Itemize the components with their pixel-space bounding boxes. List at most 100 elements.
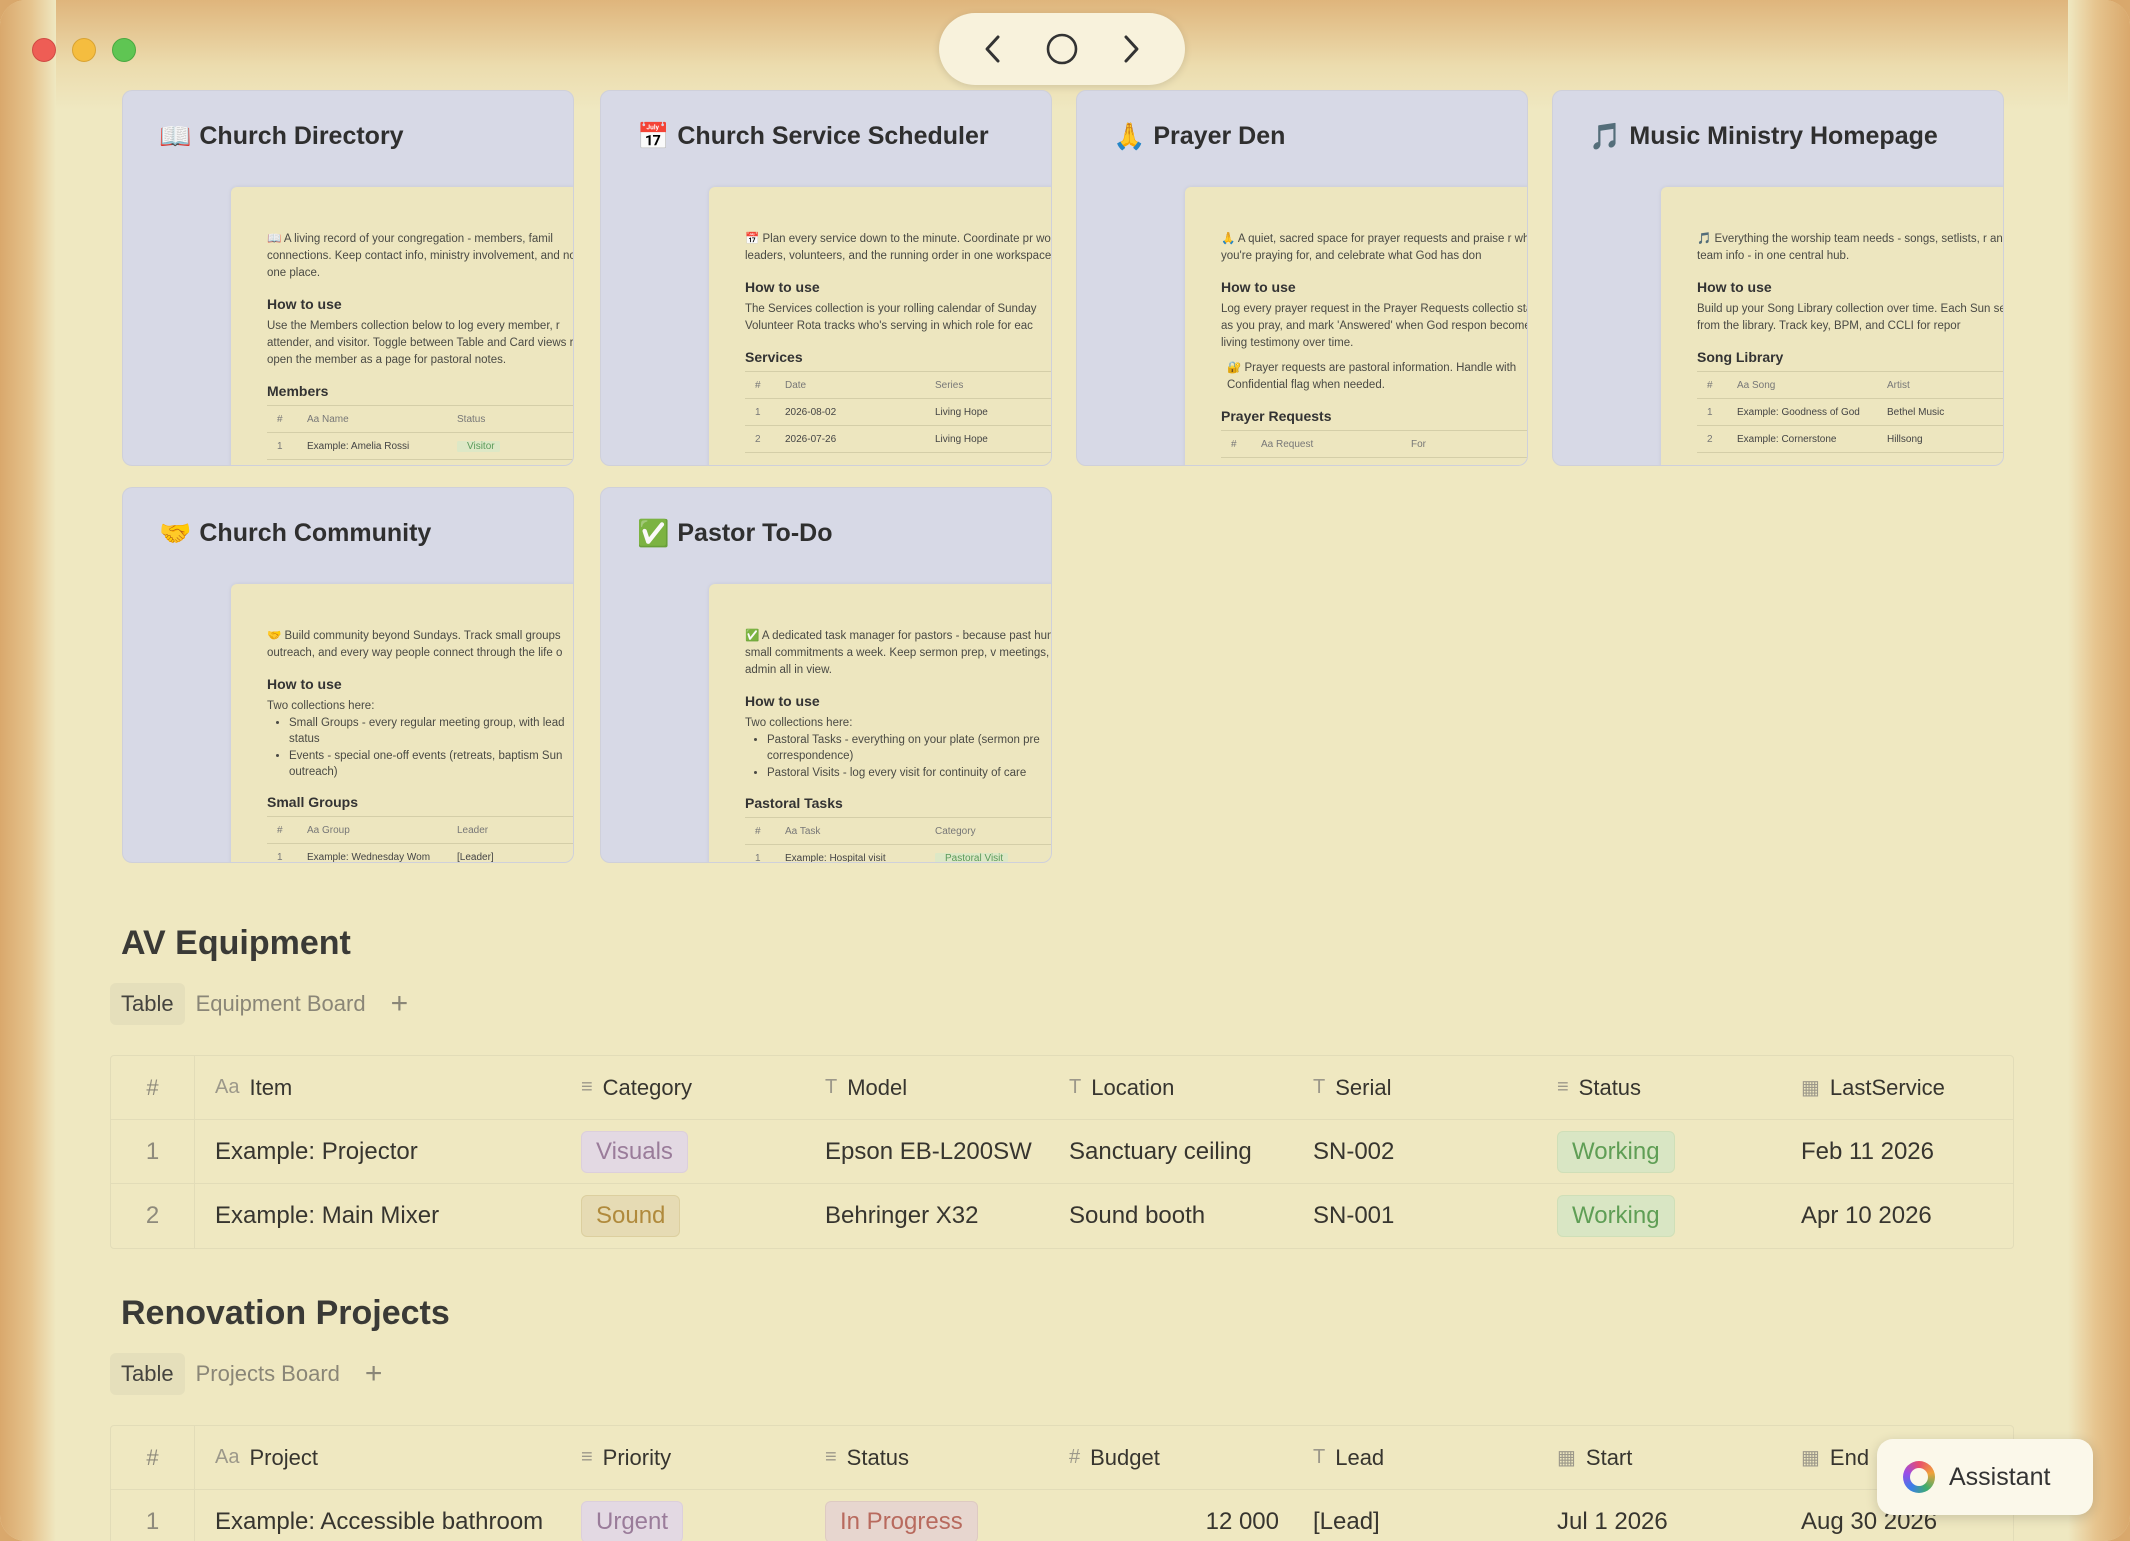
cell-priority[interactable]: Urgent [561, 1490, 805, 1541]
cell-status[interactable]: Working [1537, 1184, 1781, 1248]
column-header-location[interactable]: T Location [1049, 1056, 1293, 1119]
column-header-priority[interactable]: ≡ Priority [561, 1426, 805, 1489]
tab-equipment-board[interactable]: Equipment Board [195, 991, 366, 1016]
add-view-button[interactable]: + [364, 1357, 383, 1390]
preview-cell: 2 [1707, 433, 1713, 445]
assistant-button[interactable]: Assistant [1877, 1439, 2093, 1515]
preview-table-row: 2 2026-07-26 Living Hope [745, 426, 1051, 453]
column-label: Lead [1335, 1444, 1385, 1470]
cell-category[interactable]: Sound [561, 1184, 805, 1248]
cell-location[interactable]: Sanctuary ceiling [1069, 1137, 1252, 1165]
preview-cell: 1 [277, 440, 283, 452]
column-header-number[interactable]: # [111, 1056, 195, 1119]
preview-list-item: Small Groups - every regular meeting gro… [289, 715, 573, 747]
preview-text: The Services collection is your rolling … [745, 303, 1037, 332]
card-church-directory[interactable]: 📖 Church Directory 📖 A living record of … [122, 90, 574, 466]
column-header-project[interactable]: Aa Project [195, 1426, 561, 1489]
preview-col: Aa Request [1261, 438, 1314, 450]
column-header-end[interactable]: ▦ End [1781, 1426, 2013, 1489]
cell-model[interactable]: Epson EB-L200SW [825, 1137, 1032, 1165]
select-icon: ≡ [581, 1446, 593, 1468]
preview-cell: 1 [277, 851, 283, 863]
window-left-edge [0, 0, 56, 1541]
column-header-number[interactable]: # [111, 1426, 195, 1489]
section-title-av-equipment: AV Equipment [121, 924, 351, 962]
column-header-item[interactable]: Aa Item [195, 1056, 561, 1119]
card-pastor-to-do[interactable]: ✅ Pastor To-Do ✅ A dedicated task manage… [600, 487, 1052, 863]
column-header-lead[interactable]: T Lead [1293, 1426, 1537, 1489]
column-header-status[interactable]: ≡ Status [805, 1426, 1049, 1489]
preview-intro: 🙏 A quiet, sacred space for prayer reque… [1221, 233, 1528, 262]
tab-projects-board[interactable]: Projects Board [195, 1361, 340, 1386]
cell-location[interactable]: Sound booth [1069, 1202, 1206, 1229]
cell-item[interactable]: Example: Projector [215, 1137, 418, 1165]
tab-table[interactable]: Table [110, 1353, 185, 1395]
preview-heading: How to use [1221, 279, 1296, 295]
status-tag: Working [1557, 1195, 1675, 1237]
cell-budget[interactable]: 12 000 [1205, 1508, 1279, 1535]
preview-heading: How to use [267, 296, 342, 312]
cell-start[interactable]: Jul 1 2026 [1557, 1508, 1668, 1535]
column-header-status[interactable]: ≡ Status [1537, 1056, 1781, 1119]
preview-col: Aa Song [1737, 379, 1776, 391]
card-prayer-den[interactable]: 🙏 Prayer Den 🙏 A quiet, sacred space for… [1076, 90, 1528, 466]
card-church-community[interactable]: 🤝 Church Community 🤝 Build community bey… [122, 487, 574, 863]
cell-project[interactable]: Example: Accessible bathroom [215, 1508, 544, 1535]
card-title: 📅 Church Service Scheduler [637, 121, 989, 152]
card-preview: 🙏 A quiet, sacred space for prayer reque… [1185, 187, 1528, 465]
cell-lead[interactable]: [Lead] [1313, 1508, 1380, 1535]
add-view-button[interactable]: + [390, 987, 409, 1020]
close-window-button[interactable] [32, 38, 56, 62]
table-row[interactable]: 1 Example: Projector Visuals Epson EB-L2… [111, 1120, 2013, 1184]
row-number: 1 [111, 1120, 195, 1183]
calendar-icon: ▦ [1557, 1447, 1576, 1469]
card-church-service-scheduler[interactable]: 📅 Church Service Scheduler 📅 Plan every … [600, 90, 1052, 466]
column-header-model[interactable]: T Model [805, 1056, 1049, 1119]
cell-last-service[interactable]: Apr 10 2026 [1801, 1202, 1932, 1229]
preview-table-row: 1 Example: Goodness of God Bethel Music [1697, 399, 2003, 426]
music-note-icon: 🎵 [1589, 121, 1622, 151]
column-header-last-service[interactable]: ▦ LastService [1781, 1056, 2013, 1119]
minimize-window-button[interactable] [72, 38, 96, 62]
cell-item[interactable]: Example: Main Mixer [215, 1202, 440, 1229]
preview-table: # Aa Name Status 1 Example: Amelia Rossi… [267, 405, 573, 460]
column-label: Budget [1090, 1444, 1160, 1470]
cell-serial[interactable]: SN-001 [1313, 1202, 1395, 1229]
preview-list-item: Events - special one-off events (retreat… [289, 748, 573, 780]
card-title-text: Church Community [199, 519, 432, 547]
preview-col: Date [785, 379, 807, 391]
cell-model[interactable]: Behringer X32 [825, 1202, 979, 1229]
card-music-ministry-homepage[interactable]: 🎵 Music Ministry Homepage 🎵 Everything t… [1552, 90, 2004, 466]
column-header-category[interactable]: ≡ Category [561, 1056, 805, 1119]
cell-last-service[interactable]: Feb 11 2026 [1801, 1137, 1934, 1165]
preview-section-heading: Members [267, 383, 329, 399]
preview-status-tag: Visitor [457, 440, 500, 452]
preview-section-heading: Services [745, 349, 803, 365]
preview-intro: 📅 Plan every service down to the minute.… [745, 233, 1052, 262]
table-row[interactable]: 1 Example: Accessible bathroom Urgent In… [111, 1490, 2013, 1541]
status-tag: In Progress [825, 1501, 978, 1541]
preview-section-heading: Pastoral Tasks [745, 795, 843, 811]
preview-col: For [1411, 438, 1426, 450]
column-header-serial[interactable]: T Serial [1293, 1056, 1537, 1119]
card-title-text: Church Service Scheduler [677, 122, 989, 150]
tab-table[interactable]: Table [110, 983, 185, 1025]
cell-status[interactable]: Working [1537, 1120, 1781, 1183]
preview-section-heading: Small Groups [267, 794, 359, 810]
cell-serial[interactable]: SN-002 [1313, 1137, 1395, 1165]
window-right-edge [2068, 0, 2130, 1541]
forward-button[interactable] [1106, 24, 1156, 74]
preview-table-row: 1 2026-08-02 Living Hope [745, 399, 1051, 426]
maximize-window-button[interactable] [112, 38, 136, 62]
preview-cell: 2 [755, 433, 761, 445]
column-header-start[interactable]: ▦ Start [1537, 1426, 1781, 1489]
cell-status[interactable]: In Progress [805, 1490, 1049, 1541]
preview-table-row: 1 Example: Hospital visit Pastoral Visit [745, 845, 1051, 862]
cell-category[interactable]: Visuals [561, 1120, 805, 1183]
preview-list: Pastoral Tasks - everything on your plat… [745, 732, 1051, 781]
table-row[interactable]: 2 Example: Main Mixer Sound Behringer X3… [111, 1184, 2013, 1248]
back-button[interactable] [968, 24, 1018, 74]
column-header-budget[interactable]: # Budget [1049, 1426, 1293, 1489]
home-button[interactable] [1037, 24, 1087, 74]
